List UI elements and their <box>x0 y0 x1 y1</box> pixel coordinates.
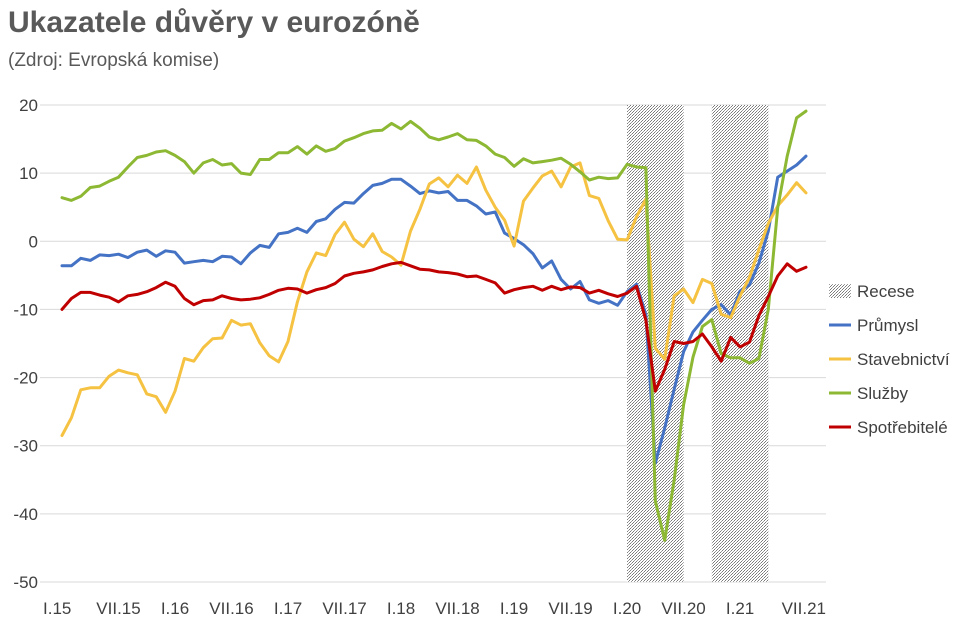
chart-subtitle: (Zdroj: Evropská komise) <box>8 50 220 71</box>
x-tick-label: I.20 <box>613 599 641 618</box>
grid-lines <box>40 104 826 583</box>
y-tick-label: 20 <box>19 96 38 115</box>
x-axis-ticks: I.15 VII.15 I.16 VII.16 I.17 VII.17 I.18 VII.18… <box>43 599 826 618</box>
series-line-Služby <box>60 109 808 542</box>
series-line-Spotřebitelé <box>60 260 808 393</box>
legend-label: Recese <box>857 282 915 301</box>
legend-swatch-recese <box>829 284 851 298</box>
y-tick-label: -40 <box>13 505 38 524</box>
x-tick-label: VII.21 <box>782 599 826 618</box>
x-tick-label: I.19 <box>500 599 528 618</box>
x-tick-label: I.21 <box>726 599 754 618</box>
y-tick-label: -30 <box>13 437 38 456</box>
x-tick-label: VII.19 <box>548 599 592 618</box>
y-tick-label: 0 <box>29 232 38 251</box>
x-tick-label: I.17 <box>274 599 302 618</box>
x-tick-label: VII.16 <box>209 599 253 618</box>
y-tick-label: -20 <box>13 369 38 388</box>
y-axis-ticks: 20 10 0 -10 -20 -30 -40 -50 <box>13 96 38 592</box>
recession-band <box>711 105 769 582</box>
series-line-Průmysl <box>60 154 808 465</box>
y-tick-label: -50 <box>13 573 38 592</box>
x-tick-label: I.15 <box>43 599 71 618</box>
series-lines <box>60 109 808 542</box>
legend-label: Stavebnictví <box>857 350 950 369</box>
x-tick-label: VII.17 <box>322 599 366 618</box>
legend-label: Spotřebitelé <box>857 418 948 437</box>
x-tick-label: VII.15 <box>96 599 140 618</box>
x-tick-label: I.16 <box>161 599 189 618</box>
recession-bands <box>627 105 769 582</box>
legend: Recese Průmysl Stavebnictví Služby Spotřebit… <box>829 282 950 437</box>
x-tick-label: VII.18 <box>435 599 479 618</box>
y-tick-label: -10 <box>13 300 38 319</box>
y-tick-label: 10 <box>19 164 38 183</box>
legend-label: Průmysl <box>857 316 918 335</box>
x-tick-label: I.18 <box>387 599 415 618</box>
legend-label: Služby <box>857 384 909 403</box>
chart-title: Ukazatele důvěry v eurozóně <box>8 6 420 39</box>
x-tick-label: VII.20 <box>661 599 705 618</box>
series-line-Stavebnictví <box>60 161 808 437</box>
